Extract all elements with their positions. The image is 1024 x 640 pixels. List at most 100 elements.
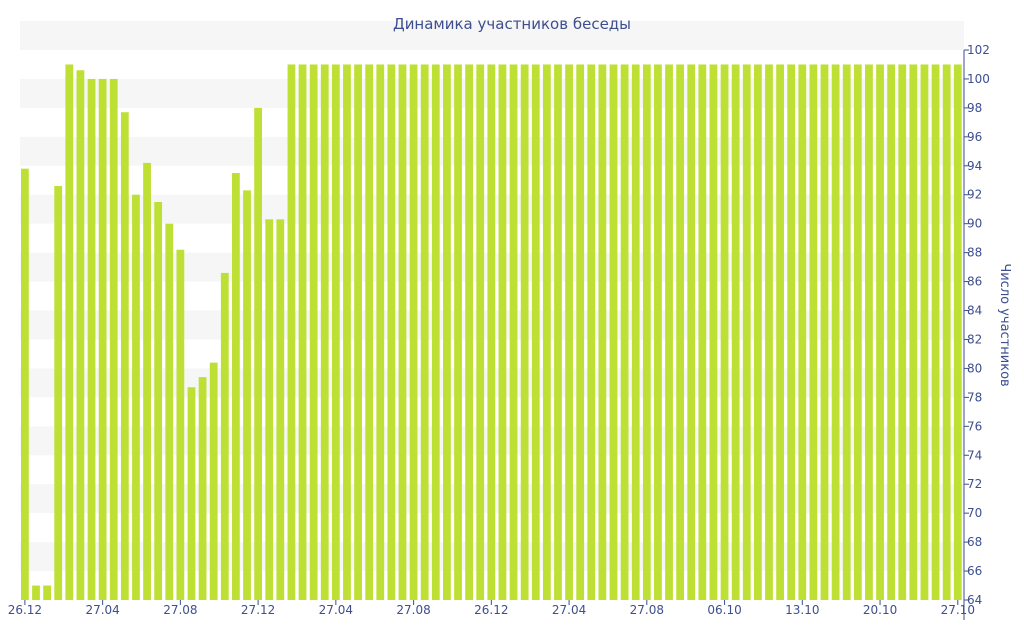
bar <box>143 162 151 601</box>
bar <box>54 186 63 601</box>
y-tick-label: 76 <box>967 419 982 433</box>
bar <box>443 64 451 600</box>
y-tick-label: 66 <box>967 564 982 578</box>
bar <box>609 64 618 600</box>
bar <box>565 64 573 600</box>
bar <box>276 219 285 600</box>
x-tick-label: 27.10 <box>941 603 975 617</box>
bar <box>576 64 585 600</box>
x-tick-label: 13.10 <box>785 603 819 617</box>
bar <box>831 64 840 600</box>
bar <box>809 64 818 600</box>
bar <box>331 64 340 600</box>
y-tick-label: 100 <box>967 72 990 86</box>
bar <box>642 64 651 600</box>
bar <box>787 64 796 600</box>
bar <box>820 64 829 600</box>
bar <box>376 64 385 600</box>
bar <box>120 112 129 600</box>
y-tick-label: 68 <box>967 535 982 549</box>
y-tick-label: 80 <box>967 361 982 375</box>
bar <box>898 64 907 600</box>
bar <box>187 387 196 600</box>
bar <box>942 64 951 600</box>
bar <box>720 64 729 600</box>
bar <box>65 64 74 600</box>
bar <box>76 70 85 600</box>
chart-title: Динамика участников беседы <box>393 15 631 33</box>
y-tick-label: 74 <box>967 448 982 462</box>
x-tick-label: 26.12 <box>474 603 508 617</box>
y-tick-label: 78 <box>967 390 982 404</box>
bar <box>654 64 662 600</box>
bar <box>853 64 862 600</box>
bar <box>398 64 407 600</box>
bar <box>731 64 740 600</box>
y-tick-label: 86 <box>967 275 982 289</box>
bar <box>220 272 229 600</box>
y-tick-label: 102 <box>967 43 990 57</box>
y-tick-label: 84 <box>967 304 982 318</box>
bar <box>665 64 673 600</box>
bar <box>365 64 374 600</box>
bar <box>620 64 629 600</box>
y-tick-label: 96 <box>967 130 982 144</box>
y-tick-label: 82 <box>967 332 982 346</box>
bar <box>520 64 529 600</box>
bar <box>631 64 640 600</box>
bar <box>387 64 396 600</box>
bar <box>920 64 929 600</box>
bar <box>354 64 362 600</box>
y-tick-label: 98 <box>967 101 982 115</box>
y-tick-label: 88 <box>967 246 982 260</box>
y-tick-label: 64 <box>967 593 982 607</box>
bar <box>43 585 51 600</box>
bar <box>709 64 718 600</box>
bar <box>909 64 918 600</box>
bar <box>243 190 251 601</box>
x-axis-ticks: 26.12 27.04 27.08 27.12 27.04 27.08 26.12 27.04… <box>8 600 975 617</box>
bar <box>542 64 551 600</box>
bar <box>687 64 696 600</box>
bar <box>776 64 784 600</box>
x-tick-label: 06.10 <box>707 603 741 617</box>
bar <box>865 64 873 600</box>
x-tick-label: 27.08 <box>163 603 197 617</box>
x-tick-label: 27.04 <box>85 603 119 617</box>
x-tick-label: 27.08 <box>630 603 664 617</box>
bar <box>476 64 485 600</box>
bar <box>409 64 418 600</box>
bar <box>753 64 762 600</box>
bar <box>198 377 207 600</box>
bar <box>209 362 218 600</box>
x-tick-label: 26.12 <box>8 603 42 617</box>
bar <box>132 194 140 600</box>
y-axis-ticks: 64 66 68 70 72 74 76 78 80 82 84 86 88 90 92 94 96 98 100 1… <box>964 43 990 607</box>
bar <box>587 64 596 600</box>
x-tick-label: 20.10 <box>863 603 897 617</box>
bar <box>265 219 274 600</box>
y-tick-label: 92 <box>967 188 982 202</box>
bar <box>487 64 496 600</box>
bar <box>343 64 351 600</box>
x-tick-label: 27.12 <box>241 603 275 617</box>
bar <box>109 78 118 600</box>
x-tick-label: 27.04 <box>319 603 353 617</box>
bar <box>765 64 773 600</box>
bar <box>887 64 896 600</box>
bar <box>87 78 96 600</box>
y-tick-label: 94 <box>967 159 982 173</box>
bar <box>154 201 163 600</box>
bar <box>698 64 707 600</box>
bar <box>32 585 40 600</box>
bar <box>420 64 429 600</box>
bar <box>298 64 307 600</box>
y-axis-label: Число участников <box>997 263 1012 386</box>
bar <box>21 168 29 600</box>
background-band <box>20 21 964 50</box>
bar <box>953 64 962 600</box>
bar <box>454 64 462 600</box>
bars-group <box>21 64 962 601</box>
bar <box>531 64 540 600</box>
